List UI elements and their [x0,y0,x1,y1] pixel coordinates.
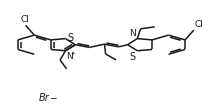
Text: S: S [129,52,135,62]
Text: N: N [129,29,136,38]
Text: −: − [49,93,57,102]
Text: N: N [66,52,73,61]
Text: Cl: Cl [195,20,204,29]
Text: Br: Br [39,93,49,103]
Text: Cl: Cl [20,16,29,25]
Text: S: S [67,33,73,43]
Text: +: + [70,51,75,56]
